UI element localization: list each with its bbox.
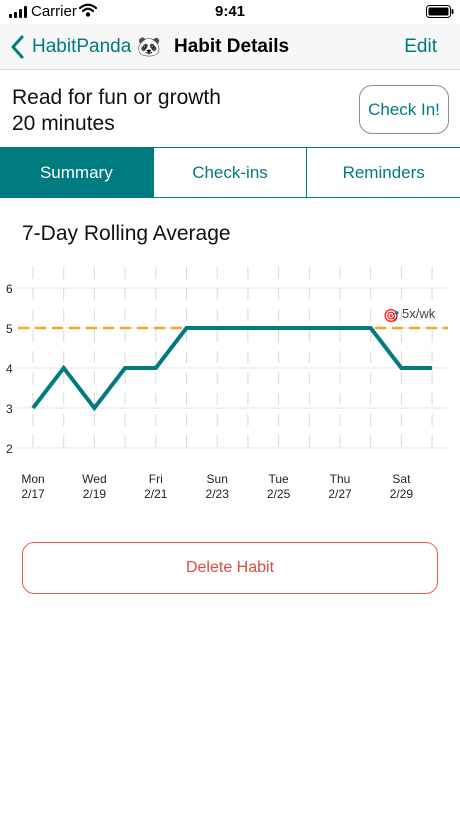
- signal-icon: [9, 6, 29, 18]
- panda-icon: 🐼: [137, 37, 161, 58]
- target-icon: 🎯: [383, 308, 399, 324]
- battery-icon: [426, 5, 454, 18]
- y-tick-label: 4: [6, 362, 13, 376]
- y-tick-label: 6: [6, 282, 13, 296]
- habit-duration: 20 minutes: [12, 112, 115, 135]
- check-in-button[interactable]: Check In!: [359, 85, 449, 134]
- edit-button[interactable]: Edit: [404, 36, 437, 57]
- habit-name: Read for fun or growth: [12, 86, 221, 109]
- back-button[interactable]: HabitPanda 🐼: [10, 34, 161, 60]
- habit-header: Read for fun or growth 20 minutes Check …: [0, 71, 460, 147]
- tab-summary[interactable]: Summary: [0, 148, 154, 197]
- y-tick-label: 5: [6, 322, 13, 336]
- x-tick-day: Fri: [149, 472, 163, 486]
- x-tick-date: 2/25: [267, 487, 291, 501]
- wifi-icon: [79, 3, 97, 17]
- delete-habit-button[interactable]: Delete Habit: [22, 542, 438, 594]
- x-tick-day: Tue: [268, 472, 289, 486]
- chevron-left-icon: [11, 35, 24, 59]
- tab-check-ins[interactable]: Check-ins: [153, 148, 308, 197]
- x-tick-date: 2/17: [21, 487, 45, 501]
- x-tick-day: Sat: [392, 472, 411, 486]
- y-tick-label: 3: [6, 402, 13, 416]
- y-tick-label: 2: [6, 442, 13, 456]
- goal-label: 5x/wk: [402, 306, 436, 321]
- tab-reminders[interactable]: Reminders: [307, 148, 460, 197]
- x-tick-date: 2/21: [144, 487, 168, 501]
- x-tick-day: Thu: [330, 472, 351, 486]
- status-bar: Carrier 9:41: [0, 0, 460, 24]
- x-tick-date: 2/23: [206, 487, 230, 501]
- rolling-average-line: [31, 326, 433, 412]
- x-tick-date: 2/29: [390, 487, 414, 501]
- x-tick-date: 2/27: [328, 487, 352, 501]
- back-label: HabitPanda: [32, 36, 132, 57]
- x-tick-day: Wed: [82, 472, 106, 486]
- x-tick-day: Mon: [21, 472, 44, 486]
- x-tick-day: Sun: [207, 472, 228, 486]
- page-title: Habit Details: [174, 36, 290, 57]
- x-tick-date: 2/19: [83, 487, 107, 501]
- carrier-label: Carrier: [31, 3, 77, 20]
- nav-bar: HabitPanda 🐼 Habit Details Edit: [0, 24, 460, 70]
- chart-title: 7-Day Rolling Average: [22, 222, 231, 245]
- tab-bar: Summary Check-ins Reminders: [0, 147, 460, 198]
- clock: 9:41: [214, 3, 246, 20]
